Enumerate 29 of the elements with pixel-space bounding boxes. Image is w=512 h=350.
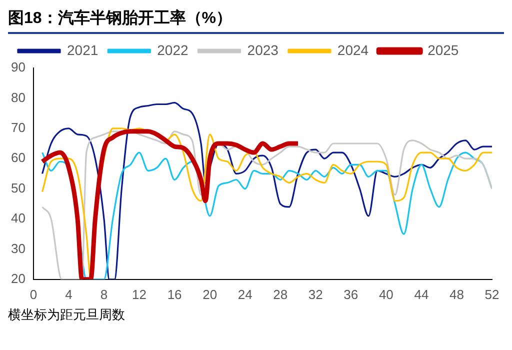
y-tick-label: 60 xyxy=(10,150,26,166)
y-tick-label: 90 xyxy=(10,60,26,75)
x-tick-label: 48 xyxy=(449,286,464,302)
x-tick-label: 44 xyxy=(414,286,429,302)
x-tick-label: 20 xyxy=(202,286,218,302)
x-tick-label: 0 xyxy=(30,286,38,302)
x-tick-label: 28 xyxy=(273,286,288,302)
y-tick-label: 30 xyxy=(10,240,26,256)
text: 横坐标为距元旦周数 xyxy=(8,306,126,324)
x-tick-label: 4 xyxy=(65,286,72,302)
chart-title: 图18：汽车半钢胎开工率（%） xyxy=(8,8,504,34)
x-tick-label: 8 xyxy=(100,286,108,302)
x-tick-label: 52 xyxy=(484,286,500,302)
x-tick-label: 24 xyxy=(238,286,252,302)
x-tick-label: 12 xyxy=(132,286,147,302)
legend-label: 2025 xyxy=(428,42,459,58)
legend-label: 2022 xyxy=(157,42,189,58)
y-tick-label: 40 xyxy=(10,210,26,226)
x-tick-label: 36 xyxy=(344,286,358,302)
x-tick-label: 32 xyxy=(308,286,323,302)
y-tick-label: 20 xyxy=(10,270,26,286)
legend-label: 2021 xyxy=(67,42,98,58)
y-tick-label: 50 xyxy=(10,180,26,196)
legend-label: 2023 xyxy=(247,42,279,58)
x-tick-label: 40 xyxy=(378,286,394,302)
x-tick-label: 16 xyxy=(167,286,182,302)
y-tick-label: 70 xyxy=(10,120,26,135)
y-tick-label: 80 xyxy=(10,90,26,105)
legend-label: 2024 xyxy=(337,42,369,58)
